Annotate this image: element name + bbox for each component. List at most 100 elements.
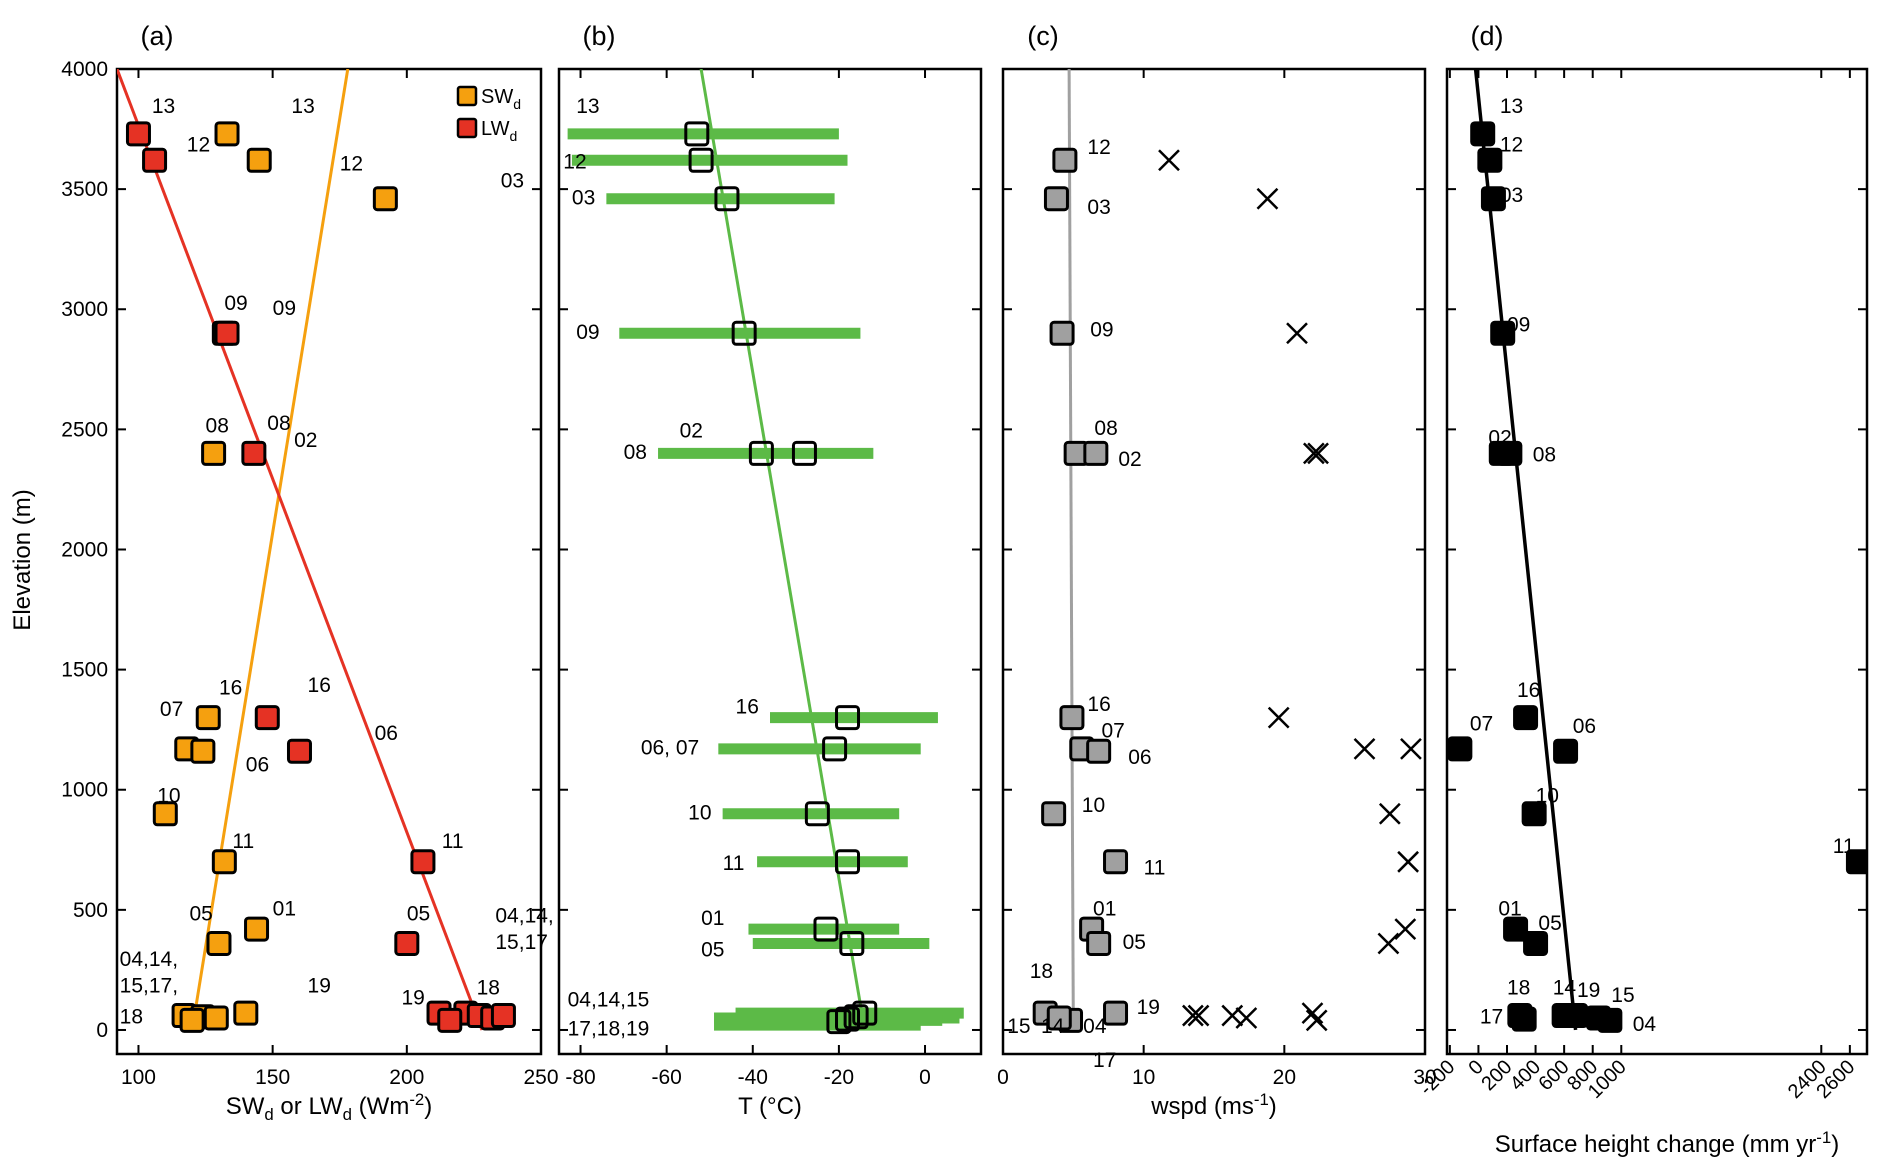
square-marker [748,440,774,466]
square-marker [152,801,178,827]
station-label: 03 [1087,196,1110,219]
station-label: 04,14,15 [568,989,650,1012]
plot-area [567,69,964,1035]
station-label: 18 [477,977,500,1000]
x-tick-label: 100 [121,1066,156,1089]
plot-frame [1001,67,1427,1056]
cross-marker [1221,1004,1244,1027]
station-label: 01 [1498,897,1521,920]
cross-marker [1267,706,1290,729]
plot-frame [557,67,983,1056]
square-marker [826,1009,852,1035]
cross-marker [1235,1007,1258,1029]
x-tick-label: 200 [389,1066,424,1089]
y-tick-label: 2500 [61,418,108,441]
square-marker [822,736,848,762]
square-marker [1477,147,1503,173]
station-label: 02 [1118,448,1141,471]
y-tick-label: 3000 [61,298,108,321]
x-tick-label: 150 [255,1066,290,1089]
square-marker [125,121,151,147]
station-label: 17,18,19 [568,1018,650,1041]
square-marker [688,147,714,173]
square-marker [214,320,240,346]
station-label: 08 [624,441,647,464]
station-label: 03 [572,186,595,209]
x-axis-label: wspd (ms-1) [1150,1090,1277,1120]
square-marker [1103,849,1129,875]
station-label: 08 [206,415,229,438]
station-label: 15,17, [120,974,178,997]
y-tick-label: 1500 [61,659,108,682]
square-marker [179,1007,205,1033]
station-label: 01 [1093,897,1116,920]
cross-marker [1301,1002,1324,1025]
square-marker [1052,147,1078,173]
panel-label: (b) [583,21,616,51]
station-label: 16 [1517,679,1540,702]
x-tick-label: 250 [523,1066,558,1089]
station-label: 12 [563,150,586,173]
square-marker [1049,320,1075,346]
square-marker [190,738,216,764]
station-label: 06, 07 [641,736,699,759]
square-marker [203,1005,229,1031]
station-label: 04 [1633,1013,1657,1036]
cross-marker [1400,738,1422,760]
station-label: 12 [340,153,363,176]
station-label: 11 [232,830,254,853]
y-tick-label: 4000 [61,58,108,81]
panel-a: 100 150 200 250 (a) SWd or LWd (Wm-2) 13 12 13 12… [115,21,559,1124]
station-label: 05 [701,938,724,961]
fit-line [1067,69,1075,1030]
station-label: 08 [1533,443,1556,466]
station-label: 06 [1128,746,1151,769]
panel-c: 0 10 20 30(c)wspd (ms-1)1203090802160706101… [997,21,1437,1120]
station-label: 03 [1500,184,1523,207]
station-label: 10 [1082,794,1105,817]
station-label: 13 [291,95,314,118]
square-marker [410,849,436,875]
square-marker [254,705,280,731]
station-label: 16 [736,696,759,719]
square-marker [1103,1000,1129,1026]
cross-marker [1286,322,1308,345]
station-label: 07 [160,698,183,721]
square-marker [286,738,312,764]
cross-marker [1353,738,1376,760]
cross-marker [1302,442,1325,465]
legend-swatch [456,117,478,139]
y-tick-label: 3500 [61,178,108,201]
station-label: 05 [189,902,212,925]
station-label: 13 [152,95,175,118]
square-marker [852,1000,878,1026]
square-marker [835,849,861,875]
square-marker [195,705,221,731]
x-axis-label: T (°C) [738,1093,802,1120]
station-label: 11 [1144,857,1166,880]
station-label: 16 [308,674,331,697]
square-marker [684,121,710,147]
square-marker [1845,849,1867,875]
x-tick-label: -20 [824,1066,854,1089]
station-label: 11 [442,830,464,853]
square-marker [1470,121,1496,147]
station-label: 03 [501,170,524,193]
square-marker [714,186,740,212]
station-label: 12 [1087,136,1110,159]
square-marker [804,801,830,827]
square-marker [1490,320,1516,346]
square-marker [1511,1006,1537,1032]
y-tick-label: 500 [73,899,108,922]
square-marker [437,1007,463,1033]
cross-marker [1187,1004,1210,1027]
station-label: 05 [1123,931,1146,954]
square-marker [1597,1007,1623,1033]
square-marker [1046,1005,1072,1031]
square-marker [1041,801,1067,827]
station-label: 02 [1488,427,1511,450]
square-marker [1480,186,1506,212]
square-marker [839,930,865,956]
station-label: 16 [219,676,242,699]
